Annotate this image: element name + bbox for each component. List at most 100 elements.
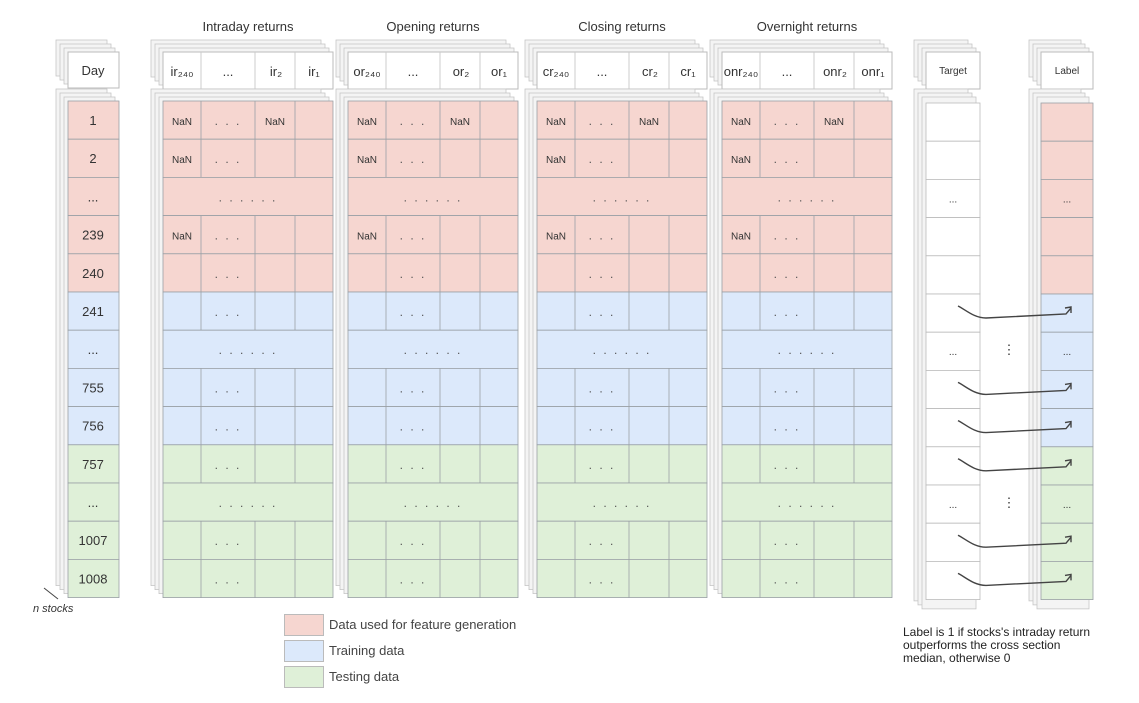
target-cell	[925, 102, 981, 142]
group-row-dots: . . .	[215, 572, 242, 586]
group-row	[536, 482, 708, 522]
group-row-dots: . . . . . .	[778, 343, 837, 357]
label-header-cell	[1040, 51, 1094, 90]
target-header-cell	[925, 51, 981, 90]
day-cell	[67, 406, 120, 446]
group-row-dots: . . . . . .	[404, 343, 463, 357]
group-row	[162, 520, 334, 560]
day-cell	[67, 482, 120, 522]
group-row	[162, 215, 334, 255]
group-row	[721, 291, 893, 331]
vertical-ellipsis: ⋮	[1003, 495, 1016, 510]
group-row-dots: . . .	[589, 152, 616, 166]
group-row-dots: . . .	[400, 152, 427, 166]
nan-text: NaN	[546, 117, 566, 128]
group-header-text: onr₂	[823, 64, 847, 79]
group-row-dots: . . .	[774, 572, 801, 586]
nan-text: NaN	[824, 117, 844, 128]
group-row	[347, 482, 519, 522]
group-title: Closing returns	[578, 19, 666, 34]
group-header-text: or₁	[491, 64, 508, 79]
day-cell	[67, 100, 120, 140]
group-row	[721, 100, 893, 140]
group-header-text: onr₂₄₀	[724, 64, 759, 79]
group-row-dots: . . .	[400, 420, 427, 434]
group-row-dots: . . .	[774, 420, 801, 434]
day-label: 1	[89, 113, 96, 128]
day-label: 757	[82, 457, 104, 472]
group-row	[536, 138, 708, 178]
group-row-dots: . . . . . .	[593, 496, 652, 510]
label-arrowhead	[1064, 420, 1072, 428]
group-header-row	[721, 51, 893, 90]
group-row-dots: . . .	[589, 420, 616, 434]
group-row-dots: . . .	[589, 267, 616, 281]
group-row-dots: . . .	[589, 114, 616, 128]
target-cell	[925, 408, 981, 448]
group-row	[347, 253, 519, 293]
group-row-dots: . . .	[589, 381, 616, 395]
nan-text: NaN	[172, 155, 192, 166]
target-cell	[925, 369, 981, 409]
group-row-dots: . . . . . .	[404, 190, 463, 204]
nan-text: NaN	[172, 117, 192, 128]
n-stocks-label: n stocks	[33, 603, 74, 615]
group-row-dots: . . . . . .	[219, 343, 278, 357]
day-cell	[67, 444, 120, 484]
legend-swatch-training	[284, 640, 324, 662]
vertical-ellipsis: ⋮	[1003, 342, 1016, 357]
day-label: 241	[82, 304, 104, 319]
label-arrowhead	[1064, 573, 1072, 581]
group-row-dots: . . .	[400, 305, 427, 319]
group-row	[721, 444, 893, 484]
nan-text: NaN	[172, 232, 192, 243]
group-row-dots: . . .	[774, 114, 801, 128]
nan-text: NaN	[731, 155, 751, 166]
label-cell	[1040, 140, 1094, 180]
group-title: Overnight returns	[757, 19, 858, 34]
group-row-dots: . . .	[400, 534, 427, 548]
group-row-dots: . . .	[400, 267, 427, 281]
target-ellipsis: ...	[949, 194, 957, 205]
n-stocks-arrow	[43, 587, 59, 600]
target-ellipsis: ...	[949, 500, 957, 511]
day-cell	[67, 559, 120, 599]
group-title: Intraday returns	[202, 19, 294, 34]
label-arrowhead	[1064, 535, 1072, 543]
group-row	[536, 444, 708, 484]
group-row	[721, 176, 893, 216]
legend-swatch-feature	[284, 614, 324, 636]
group-row-dots: . . .	[774, 534, 801, 548]
label-ellipsis: ...	[1063, 500, 1071, 511]
group-header-text: onr₁	[861, 64, 885, 79]
label-arrowhead	[1064, 382, 1072, 390]
group-header-text: cr₂₄₀	[543, 64, 570, 79]
group-header-row	[347, 51, 519, 90]
day-label: 1007	[79, 533, 108, 548]
day-label: ...	[88, 189, 99, 204]
group-row-dots: . . . . . .	[219, 496, 278, 510]
group-row	[536, 559, 708, 599]
label-arrowhead	[1064, 306, 1072, 313]
group-row	[536, 329, 708, 369]
label-cell	[1040, 217, 1094, 257]
group-header-text: or₂	[453, 64, 470, 79]
target-cell	[925, 140, 981, 180]
group-row	[721, 520, 893, 560]
label-cell	[1040, 484, 1094, 524]
label-cell	[1040, 102, 1094, 142]
group-row-dots: . . . . . .	[404, 496, 463, 510]
target-cell	[925, 217, 981, 257]
day-label: 756	[82, 419, 104, 434]
label-ellipsis: ...	[1063, 194, 1071, 205]
nan-text: NaN	[731, 117, 751, 128]
group-header-text: ...	[408, 64, 419, 79]
nan-text: NaN	[450, 117, 470, 128]
nan-text: NaN	[546, 232, 566, 243]
group-row-dots: . . .	[400, 458, 427, 472]
group-row-dots: . . .	[589, 458, 616, 472]
group-row-dots: . . .	[400, 381, 427, 395]
group-header-text: cr₁	[680, 64, 696, 79]
label-arrowhead	[1064, 458, 1072, 466]
target-header-text: Target	[939, 66, 967, 77]
